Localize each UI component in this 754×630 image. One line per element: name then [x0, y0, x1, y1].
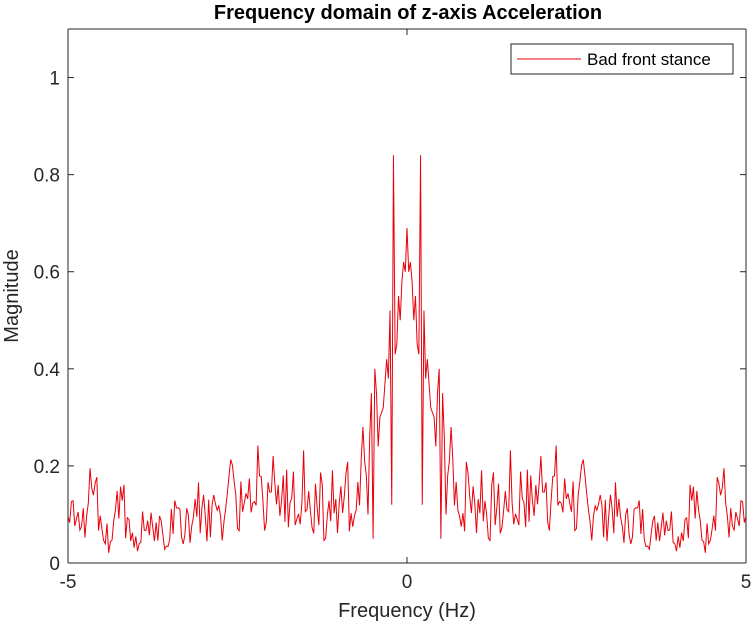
x-tick-label: 0 [402, 572, 413, 593]
x-tick-label: -5 [60, 572, 77, 593]
series-line-0 [67, 155, 747, 553]
x-tick-label: 5 [741, 572, 752, 593]
legend: Bad front stance [510, 43, 734, 75]
y-tick-label: 1 [49, 69, 60, 90]
y-tick-label: 0 [49, 554, 60, 575]
y-tick-label: 0.2 [34, 457, 60, 478]
plot-area [68, 29, 746, 563]
y-axis-label: Magnitude [1, 249, 23, 342]
y-tick-label: 0.4 [34, 360, 61, 381]
x-axis-label: Frequency (Hz) [338, 600, 476, 622]
series-group [67, 155, 747, 553]
y-tick-label: 0.8 [34, 166, 60, 187]
tick-group: -5 0 500.20.40.60.81 [34, 29, 752, 593]
legend-label: Bad front stance [587, 50, 711, 69]
chart-title: Frequency domain of z-axis Acceleration [214, 2, 602, 24]
y-tick-label: 0.6 [34, 263, 60, 284]
